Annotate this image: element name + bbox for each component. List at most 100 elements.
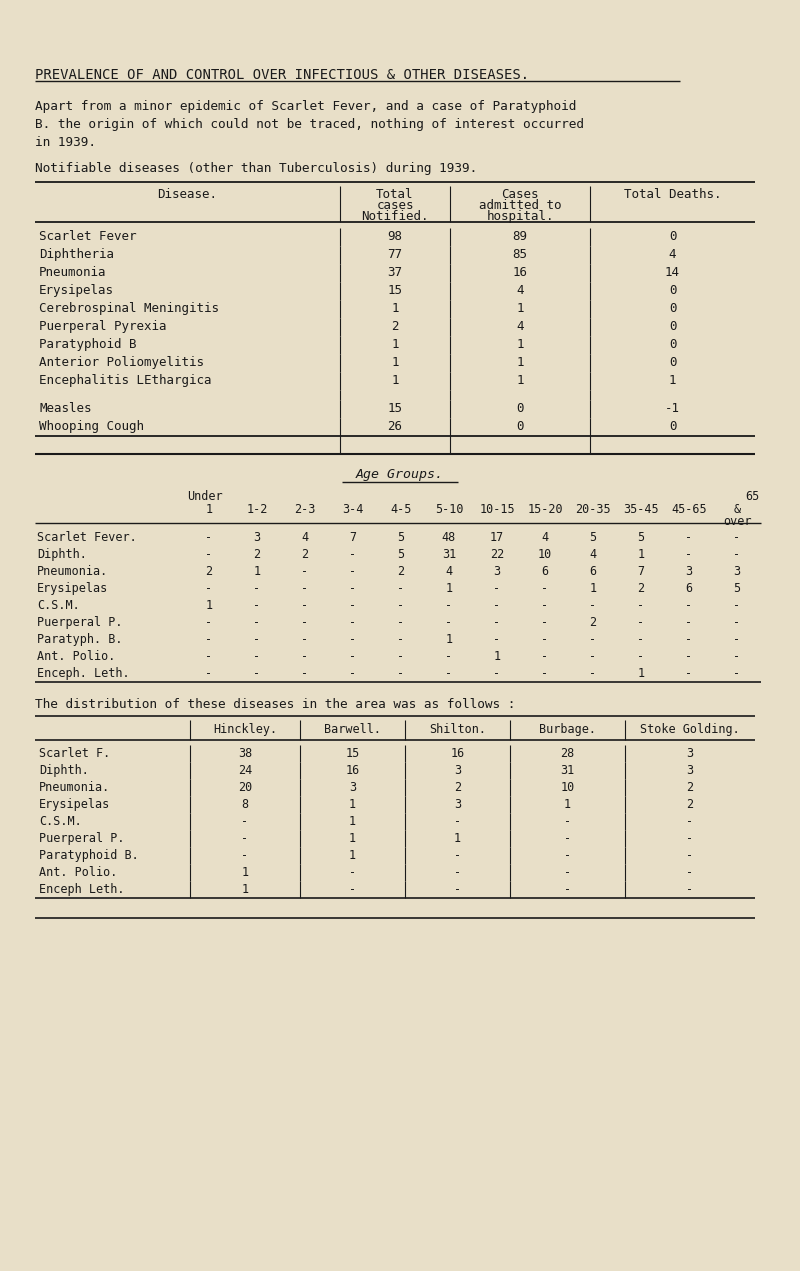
Text: -: - <box>206 616 213 629</box>
Text: 1: 1 <box>206 503 213 516</box>
Text: -: - <box>302 599 309 613</box>
Text: -: - <box>350 667 357 680</box>
Text: -: - <box>254 633 261 646</box>
Text: 38: 38 <box>238 747 252 760</box>
Text: Whooping Cough: Whooping Cough <box>39 419 144 433</box>
Text: 85: 85 <box>513 248 527 261</box>
Text: -: - <box>686 531 693 544</box>
Text: Enceph Leth.: Enceph Leth. <box>39 883 125 896</box>
Text: Puerperal P.: Puerperal P. <box>39 833 125 845</box>
Text: -: - <box>638 616 645 629</box>
Text: Notified.: Notified. <box>362 210 429 222</box>
Text: admitted to: admitted to <box>478 200 562 212</box>
Text: -: - <box>254 667 261 680</box>
Text: &: & <box>734 503 741 516</box>
Text: -1: -1 <box>665 402 680 416</box>
Text: 15: 15 <box>346 747 360 760</box>
Text: -: - <box>542 582 549 595</box>
Text: -: - <box>686 633 693 646</box>
Text: -: - <box>638 649 645 663</box>
Text: -: - <box>350 599 357 613</box>
Text: -: - <box>302 649 309 663</box>
Text: 1: 1 <box>564 798 571 811</box>
Text: 0: 0 <box>669 283 676 297</box>
Text: -: - <box>242 833 249 845</box>
Text: 15-20: 15-20 <box>527 503 563 516</box>
Text: 1: 1 <box>254 566 261 578</box>
Text: -: - <box>542 616 549 629</box>
Text: Anterior Poliomyelitis: Anterior Poliomyelitis <box>39 356 204 369</box>
Text: 2: 2 <box>254 548 261 561</box>
Text: -: - <box>350 582 357 595</box>
Text: Notifiable diseases (other than Tuberculosis) during 1939.: Notifiable diseases (other than Tubercul… <box>35 161 478 175</box>
Text: Ant. Polio.: Ant. Polio. <box>39 866 118 880</box>
Text: 4: 4 <box>542 531 549 544</box>
Text: -: - <box>446 667 453 680</box>
Text: -: - <box>686 815 694 827</box>
Text: 3: 3 <box>349 780 356 794</box>
Text: 26: 26 <box>387 419 402 433</box>
Text: 15: 15 <box>387 283 402 297</box>
Text: -: - <box>734 667 741 680</box>
Text: 98: 98 <box>387 230 402 243</box>
Text: -: - <box>454 866 461 880</box>
Text: 14: 14 <box>665 266 680 280</box>
Text: 3: 3 <box>686 764 694 777</box>
Text: 6: 6 <box>686 582 693 595</box>
Text: -: - <box>494 599 501 613</box>
Text: -: - <box>734 531 741 544</box>
Text: 1: 1 <box>516 302 524 315</box>
Text: 0: 0 <box>669 320 676 333</box>
Text: 1: 1 <box>516 374 524 386</box>
Text: -: - <box>350 616 357 629</box>
Text: 4: 4 <box>516 283 524 297</box>
Text: -: - <box>206 582 213 595</box>
Text: 2: 2 <box>206 566 213 578</box>
Text: 16: 16 <box>450 747 465 760</box>
Text: 1: 1 <box>516 356 524 369</box>
Text: -: - <box>590 667 597 680</box>
Text: PREVALENCE OF AND CONTROL OVER INFECTIOUS & OTHER DISEASES.: PREVALENCE OF AND CONTROL OVER INFECTIOU… <box>35 69 529 83</box>
Text: -: - <box>686 616 693 629</box>
Text: -: - <box>686 667 693 680</box>
Text: 0: 0 <box>516 419 524 433</box>
Text: Enceph. Leth.: Enceph. Leth. <box>37 667 130 680</box>
Text: 2: 2 <box>686 780 694 794</box>
Text: 1-2: 1-2 <box>246 503 268 516</box>
Text: -: - <box>638 599 645 613</box>
Text: -: - <box>254 599 261 613</box>
Text: -: - <box>206 649 213 663</box>
Text: -: - <box>590 599 597 613</box>
Text: -: - <box>590 649 597 663</box>
Text: 1: 1 <box>454 833 461 845</box>
Text: 0: 0 <box>516 402 524 416</box>
Text: Paratyph. B.: Paratyph. B. <box>37 633 122 646</box>
Text: Stoke Golding.: Stoke Golding. <box>640 723 740 736</box>
Text: -: - <box>454 883 461 896</box>
Text: 37: 37 <box>387 266 402 280</box>
Text: -: - <box>638 633 645 646</box>
Text: 1: 1 <box>391 356 398 369</box>
Text: -: - <box>564 815 571 827</box>
Text: -: - <box>494 633 501 646</box>
Text: -: - <box>686 849 694 862</box>
Text: Erysipelas: Erysipelas <box>37 582 108 595</box>
Text: 89: 89 <box>513 230 527 243</box>
Text: 3: 3 <box>254 531 261 544</box>
Text: 1: 1 <box>446 582 453 595</box>
Text: 1: 1 <box>638 667 645 680</box>
Text: 24: 24 <box>238 764 252 777</box>
Text: 4: 4 <box>590 548 597 561</box>
Text: 1: 1 <box>391 302 398 315</box>
Text: Cases: Cases <box>502 188 538 201</box>
Text: Erysipelas: Erysipelas <box>39 283 114 297</box>
Text: -: - <box>398 667 405 680</box>
Text: Shilton.: Shilton. <box>429 723 486 736</box>
Text: 2-3: 2-3 <box>294 503 316 516</box>
Text: in 1939.: in 1939. <box>35 136 96 149</box>
Text: 1: 1 <box>206 599 213 613</box>
Text: -: - <box>206 633 213 646</box>
Text: The distribution of these diseases in the area was as follows :: The distribution of these diseases in th… <box>35 698 515 710</box>
Text: 1: 1 <box>669 374 676 386</box>
Text: 5: 5 <box>590 531 597 544</box>
